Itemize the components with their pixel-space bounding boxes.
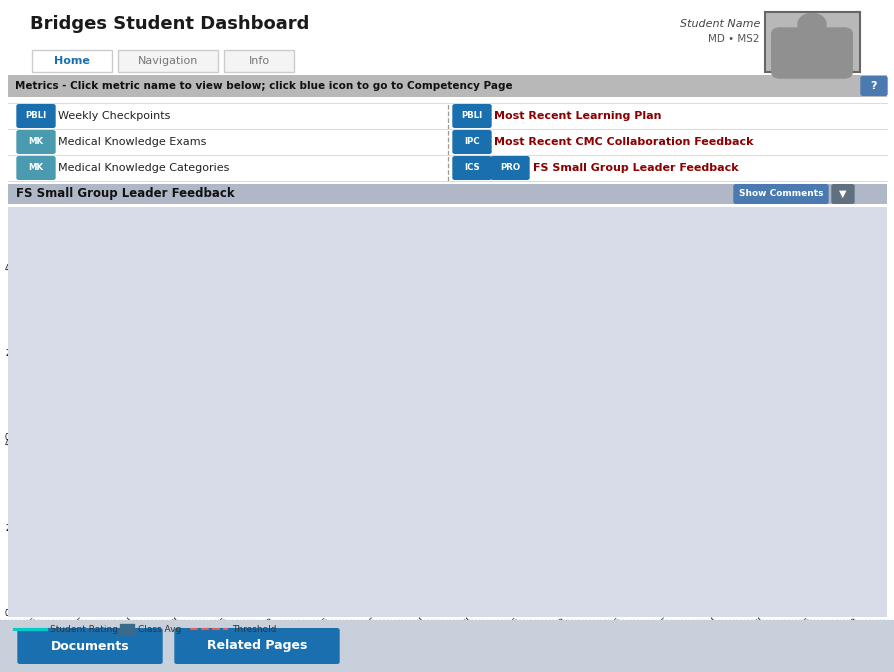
- Point: [220, 302, 234, 313]
- Point: [30, 479, 45, 490]
- Text: FS Small Group Leader Feedback: FS Small Group Leader Feedback: [533, 163, 738, 173]
- Point: [369, 300, 384, 311]
- Point: [755, 475, 770, 486]
- Point: [267, 475, 282, 486]
- Text: ICS: ICS: [464, 163, 479, 173]
- Text: Student Rating: Student Rating: [50, 624, 118, 634]
- Point: [464, 467, 478, 478]
- Point: [220, 473, 234, 484]
- Point: [322, 306, 336, 317]
- Point: [173, 477, 187, 488]
- Text: Related Pages: Related Pages: [207, 640, 307, 653]
- Text: Navigation: Navigation: [138, 56, 198, 66]
- Point: [708, 475, 722, 486]
- Text: IPC: IPC: [464, 138, 479, 146]
- Title: Clarity
- Interpersonal & Communication Skills (ICS) -: Clarity - Interpersonal & Communication …: [640, 218, 838, 240]
- Title: Listening
- Interpersonal & Communication Skills (ICS) -: Listening - Interpersonal & Communicatio…: [349, 218, 546, 240]
- Text: Weekly Checkpoints: Weekly Checkpoints: [58, 111, 170, 121]
- Point: [661, 471, 675, 482]
- Text: Info: Info: [249, 56, 269, 66]
- Text: Home: Home: [54, 56, 89, 66]
- Point: [125, 475, 139, 486]
- Text: ▼: ▼: [839, 189, 846, 199]
- Title: Participation
- Interpersonal & Communication Skills (ICS) -: Participation - Interpersonal & Communic…: [57, 218, 255, 240]
- Point: [850, 475, 864, 486]
- Text: Student Name: Student Name: [679, 19, 759, 29]
- Point: [661, 300, 675, 311]
- Text: PBLI: PBLI: [461, 112, 482, 120]
- Point: [417, 458, 431, 469]
- Point: [850, 304, 864, 315]
- Text: MK: MK: [29, 163, 44, 173]
- Point: [614, 479, 628, 490]
- Point: [78, 302, 92, 313]
- Text: Medical Knowledge Categories: Medical Knowledge Categories: [58, 163, 229, 173]
- Point: [125, 292, 139, 302]
- Text: Bridges Student Dashboard: Bridges Student Dashboard: [30, 15, 309, 33]
- Text: Documents: Documents: [51, 640, 129, 653]
- Point: [559, 296, 573, 306]
- Point: [708, 304, 722, 315]
- Point: [173, 300, 187, 311]
- Text: Metrics - Click metric name to view below; click blue icon to go to Competency P: Metrics - Click metric name to view belo…: [15, 81, 512, 91]
- Text: PRO: PRO: [500, 163, 519, 173]
- Text: Most Recent CMC Collaboration Feedback: Most Recent CMC Collaboration Feedback: [493, 137, 753, 147]
- Point: [803, 304, 817, 315]
- Text: Most Recent Learning Plan: Most Recent Learning Plan: [493, 111, 661, 121]
- Text: MD • MS2: MD • MS2: [708, 34, 759, 44]
- Text: FS Small Group Leader Feedback: FS Small Group Leader Feedback: [16, 187, 234, 200]
- Point: [511, 300, 526, 311]
- Point: [464, 300, 478, 311]
- Point: [78, 471, 92, 482]
- Point: [755, 313, 770, 324]
- Point: [803, 473, 817, 484]
- Text: Threshold: Threshold: [232, 624, 276, 634]
- Title: Feedback
- Professionalism (PRO) -: Feedback - Professionalism (PRO) -: [394, 393, 501, 415]
- Point: [30, 308, 45, 319]
- Point: [511, 462, 526, 473]
- Text: PBLI: PBLI: [25, 112, 46, 120]
- Title: Respect
- Professionalism (PRO) -: Respect - Professionalism (PRO) -: [103, 393, 209, 415]
- Text: Class Avg: Class Avg: [138, 624, 181, 634]
- Point: [417, 296, 431, 306]
- Text: Show Comments: Show Comments: [738, 190, 822, 198]
- Text: MK: MK: [29, 138, 44, 146]
- Point: [614, 308, 628, 319]
- Point: [267, 300, 282, 311]
- Text: Medical Knowledge Exams: Medical Knowledge Exams: [58, 137, 207, 147]
- Title: Accountability
- Professionalism (PRO) -: Accountability - Professionalism (PRO) -: [687, 393, 792, 415]
- Text: ?: ?: [870, 81, 876, 91]
